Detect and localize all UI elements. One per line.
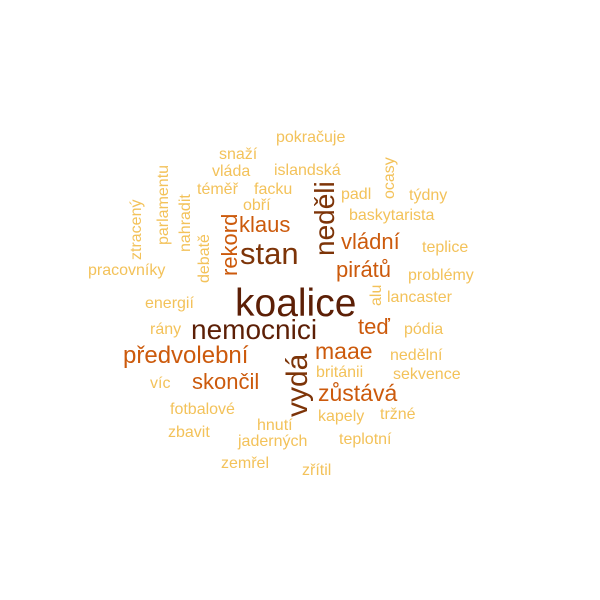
word-baskytarista: baskytarista — [349, 207, 435, 224]
word-vyda: vydá — [281, 353, 314, 417]
word-podia: pódia — [404, 321, 444, 338]
word-jadernych: jaderných — [238, 433, 308, 450]
word-sekvence: sekvence — [393, 366, 461, 383]
word-nedeli: neděli — [309, 181, 340, 256]
word-trzne: tržné — [380, 406, 416, 423]
word-fotbalove: fotbalové — [170, 401, 235, 418]
word-alu: alu — [368, 284, 385, 306]
word-koalice: koalice — [235, 282, 357, 325]
word-klaus: klaus — [239, 212, 291, 237]
word-pokracuje: pokračuje — [276, 129, 346, 146]
word-rany: rány — [150, 321, 182, 338]
word-zritil: zřítil — [302, 462, 332, 479]
word-ted: teď — [358, 314, 390, 339]
word-teplotni: teplotní — [339, 431, 392, 448]
word-piratu: pirátů — [336, 257, 392, 282]
word-problemy: problémy — [408, 267, 474, 284]
word-obri: obří — [243, 197, 271, 214]
word-nahradit: nahradit — [177, 194, 194, 252]
word-debate: debatě — [196, 234, 213, 283]
word-stan: stan — [240, 236, 299, 271]
word-islandska: islandská — [274, 162, 341, 179]
word-lancaster: lancaster — [387, 289, 452, 306]
word-nedelni: nedělní — [390, 347, 443, 364]
word-snazi: snaží — [219, 146, 258, 163]
word-facku: facku — [254, 181, 293, 198]
word-zemrel: zemřel — [221, 455, 270, 472]
word-britanii: británii — [316, 364, 364, 381]
word-tydny: týdny — [409, 187, 448, 204]
word-pracovniky: pracovníky — [88, 262, 166, 279]
word-vlada: vláda — [212, 163, 251, 180]
word-skoncil: skončil — [192, 369, 260, 394]
word-zustava: zůstává — [318, 380, 398, 406]
word-energii: energií — [145, 295, 194, 312]
word-nemocnici: nemocnici — [191, 314, 318, 345]
word-teplice: teplice — [422, 239, 469, 256]
word-ztraceny: ztracený — [128, 199, 145, 260]
word-zbavit: zbavit — [168, 424, 210, 441]
word-rekord: rekord — [217, 213, 242, 276]
word-padl: padl — [341, 186, 372, 203]
word-kapely: kapely — [318, 408, 365, 425]
word-temer: téměř — [197, 181, 238, 198]
word-parlamentu: parlamentu — [155, 164, 172, 245]
word-maae: maae — [315, 338, 373, 364]
word-predvolebni: předvolební — [123, 342, 249, 369]
word-hnuti: hnutí — [257, 417, 293, 434]
word-ocasy: ocasy — [381, 157, 398, 199]
word-vic: víc — [150, 375, 171, 392]
word-vladni: vládní — [341, 229, 400, 254]
